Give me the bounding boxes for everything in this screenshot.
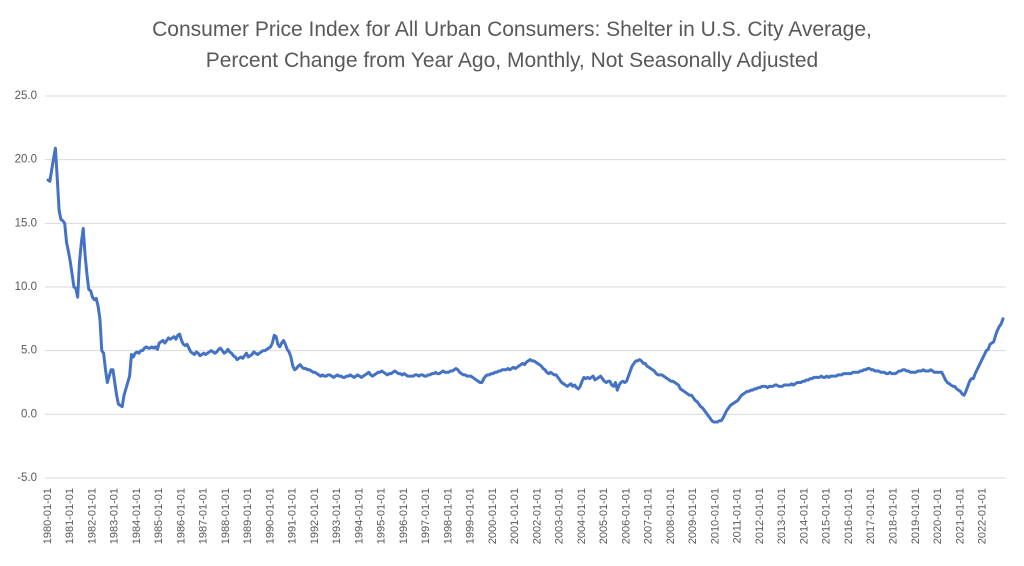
x-tick-label: 1996-01-01 [398, 488, 410, 544]
y-tick-label: 25.0 [15, 90, 37, 102]
x-tick-label: 1991-01-01 [287, 488, 299, 544]
y-tick-label: 5.0 [21, 345, 37, 357]
x-tick-label: 1986-01-01 [175, 488, 187, 544]
x-tick-label: 1984-01-01 [131, 488, 143, 544]
x-tick-label: 2010-01-01 [709, 488, 721, 544]
x-tick-label: 2015-01-01 [821, 488, 833, 544]
x-tick-label: 2002-01-01 [531, 488, 543, 544]
y-tick-label: 0.0 [21, 408, 37, 420]
chart-title: Percent Change from Year Ago, Monthly, N… [206, 49, 819, 72]
x-tick-label: 1993-01-01 [331, 488, 343, 544]
x-tick-label: 2018-01-01 [887, 488, 899, 544]
x-tick-label: 2022-01-01 [977, 488, 989, 544]
x-tick-label: 2007-01-01 [643, 488, 655, 544]
x-tick-label: 2013-01-01 [776, 488, 788, 544]
y-tick-label: 20.0 [15, 154, 37, 166]
x-tick-label: 1981-01-01 [64, 488, 76, 544]
x-tick-label: 2004-01-01 [576, 488, 588, 544]
x-tick-label: 2012-01-01 [754, 488, 766, 544]
x-tick-label: 1994-01-01 [353, 488, 365, 544]
x-tick-label: 1992-01-01 [309, 488, 321, 544]
x-tick-label: 1999-01-01 [465, 488, 477, 544]
x-tick-label: 2017-01-01 [865, 488, 877, 544]
x-tick-label: 2009-01-01 [687, 488, 699, 544]
x-tick-label: 2003-01-01 [554, 488, 566, 544]
x-tick-label: 1995-01-01 [376, 488, 388, 544]
x-tick-label: 1982-01-01 [86, 488, 98, 544]
x-tick-label: 2001-01-01 [509, 488, 521, 544]
x-tick-label: 2006-01-01 [620, 488, 632, 544]
x-tick-label: 1980-01-01 [42, 488, 54, 544]
x-tick-label: 2019-01-01 [910, 488, 922, 544]
chart-title: Consumer Price Index for All Urban Consu… [152, 18, 872, 41]
y-tick-label: -5.0 [17, 472, 37, 484]
x-tick-label: 1985-01-01 [153, 488, 165, 544]
x-tick-label: 1998-01-01 [442, 488, 454, 544]
x-tick-label: 1987-01-01 [198, 488, 210, 544]
y-tick-label: 10.0 [15, 281, 37, 293]
x-tick-label: 1997-01-01 [420, 488, 432, 544]
x-tick-label: 1989-01-01 [242, 488, 254, 544]
x-tick-label: 1990-01-01 [264, 488, 276, 544]
x-tick-label: 2016-01-01 [843, 488, 855, 544]
x-tick-label: 2021-01-01 [954, 488, 966, 544]
x-tick-label: 2014-01-01 [798, 488, 810, 544]
x-tick-label: 1983-01-01 [109, 488, 121, 544]
x-tick-label: 2011-01-01 [732, 488, 744, 543]
x-tick-label: 2005-01-01 [598, 488, 610, 544]
x-tick-label: 2000-01-01 [487, 488, 499, 544]
y-tick-label: 15.0 [15, 217, 37, 229]
x-tick-label: 2020-01-01 [932, 488, 944, 544]
x-tick-label: 2008-01-01 [665, 488, 677, 544]
x-tick-label: 1988-01-01 [220, 488, 232, 544]
data-line [46, 146, 1005, 424]
